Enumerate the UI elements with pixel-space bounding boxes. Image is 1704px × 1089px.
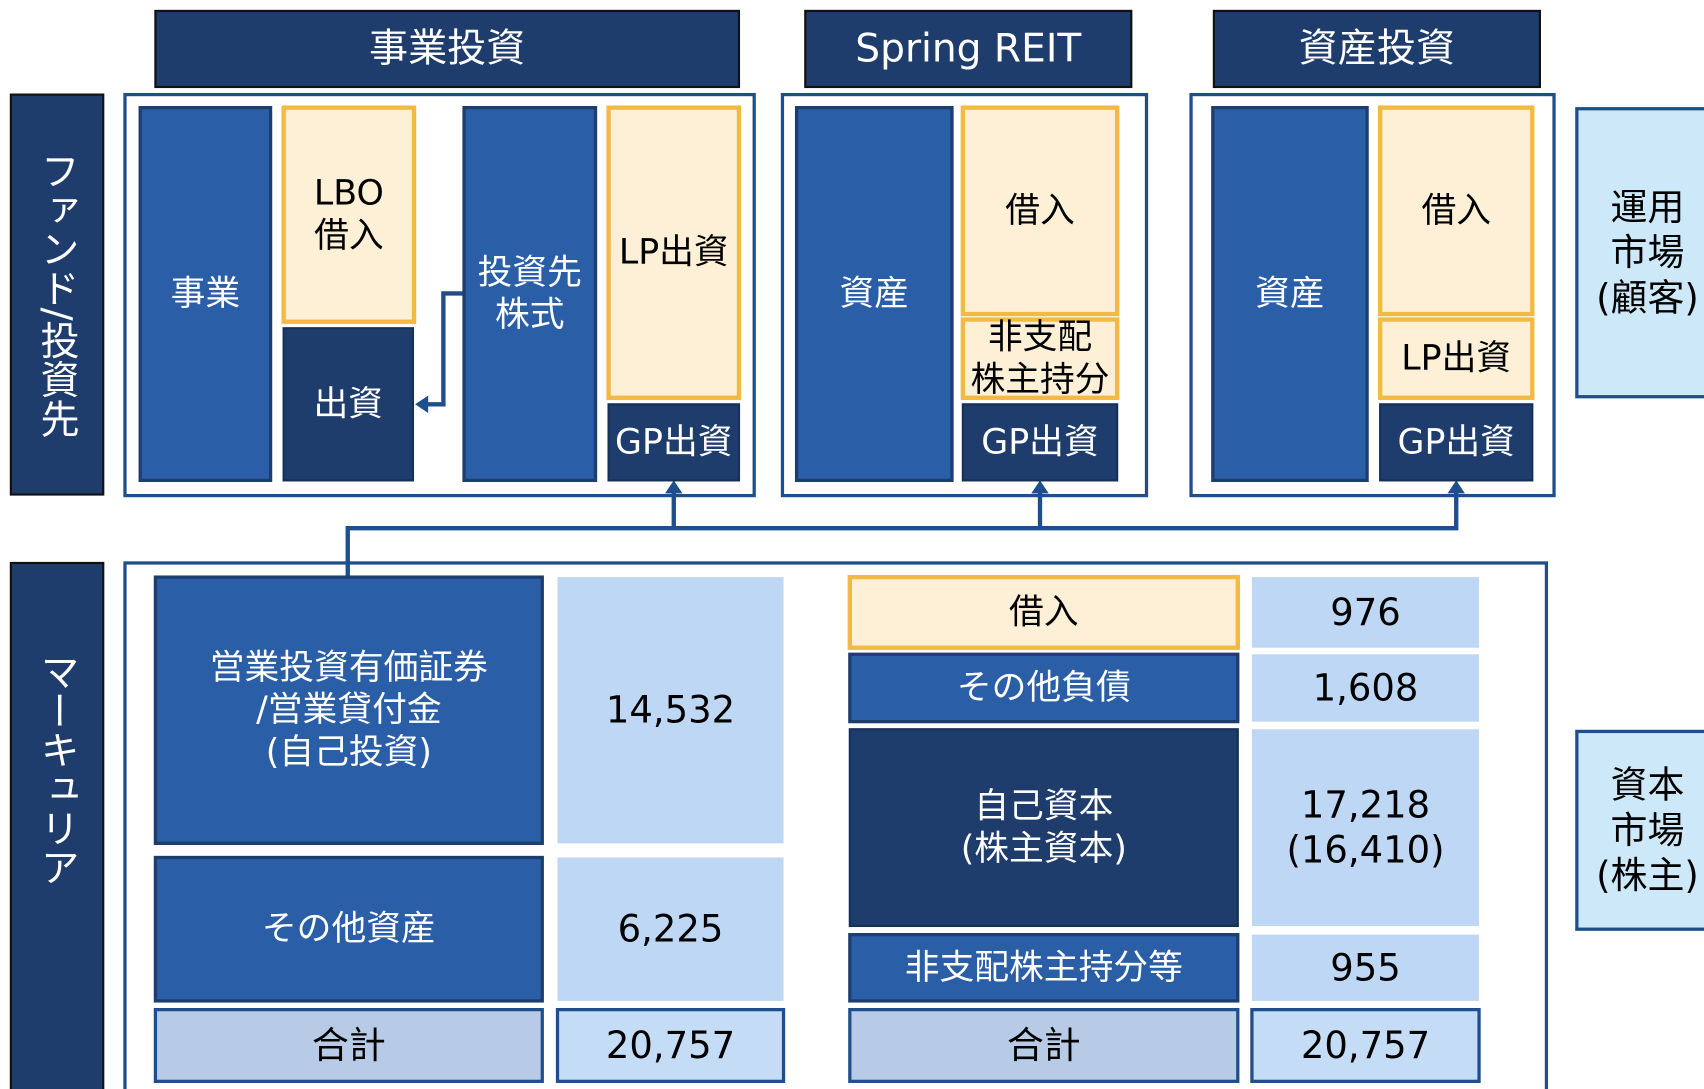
fund-item: LBO xyxy=(314,173,384,213)
fund-item-box xyxy=(607,403,741,482)
bs-label-box xyxy=(848,652,1240,724)
header: 事業投資 xyxy=(369,26,525,71)
fund-frame xyxy=(123,92,756,498)
bs-label: 借入 xyxy=(1009,592,1079,632)
fund-item: 事業 xyxy=(171,274,241,314)
bs-label-box xyxy=(848,728,1239,928)
bs-value: 955 xyxy=(1330,946,1401,989)
bs-value-box xyxy=(1251,729,1480,926)
side-label-box xyxy=(9,561,105,1089)
market-label: (顧客) xyxy=(1596,276,1699,319)
header: 資産投資 xyxy=(1299,26,1455,71)
fund-item-box xyxy=(1377,317,1535,400)
fund-item-box xyxy=(1379,403,1534,482)
bs-label-box xyxy=(153,575,544,845)
bs-label: その他資産 xyxy=(262,909,436,949)
fund-item: 借入 xyxy=(1421,191,1491,231)
bs-value-box xyxy=(1251,577,1480,648)
fund-item: GP出資 xyxy=(1398,422,1515,462)
bs-value-box xyxy=(557,577,784,844)
fund-frame xyxy=(1189,92,1556,498)
side-label: マーキュリア xyxy=(34,652,79,887)
bs-label-box xyxy=(847,574,1240,650)
bs-label-box xyxy=(848,933,1240,1003)
fund-item-box xyxy=(960,105,1120,317)
market-label: 市場 xyxy=(1611,809,1685,852)
bs-total-label: 合計 xyxy=(1007,1024,1081,1067)
fund-item: 資産 xyxy=(840,274,910,314)
fund-item: 資産 xyxy=(1255,274,1325,314)
bs-total-value-box xyxy=(1250,1007,1481,1083)
bs-total-value-box xyxy=(555,1007,786,1083)
fund-item-box xyxy=(281,105,417,324)
bs-total-label-box xyxy=(153,1007,544,1083)
bs-value: 14,532 xyxy=(606,689,735,732)
fund-item-box xyxy=(794,106,954,483)
fund-item-box xyxy=(282,327,415,482)
header-box xyxy=(804,9,1133,89)
header-box xyxy=(1212,9,1541,89)
fund-item: 株式 xyxy=(495,295,565,335)
fund-item: GP出資 xyxy=(981,422,1098,462)
fund-item: LP出資 xyxy=(1401,339,1511,379)
market-label: 市場 xyxy=(1611,231,1685,274)
fund-item-box xyxy=(462,106,598,483)
side-label: ファンド/投資先 xyxy=(34,151,79,438)
bs-label: (株主資本) xyxy=(961,829,1127,869)
market-label-box xyxy=(1575,729,1704,931)
market-label: 資本 xyxy=(1611,764,1685,807)
market-label: 運用 xyxy=(1611,186,1685,229)
market-label-box xyxy=(1575,107,1704,399)
fund-frame xyxy=(780,92,1149,498)
connectors xyxy=(345,291,1459,577)
fund-item: 投資先 xyxy=(478,253,582,293)
fund-item: GP出資 xyxy=(615,422,732,462)
fund-item: LP出資 xyxy=(619,233,729,273)
bs-label-box xyxy=(153,855,544,1003)
bs-total-value: 20,757 xyxy=(606,1024,735,1067)
bs-label: (自己投資) xyxy=(266,733,432,773)
bs-value: 17,218 xyxy=(1301,784,1430,827)
fund-item: 借入 xyxy=(1005,191,1075,231)
bs-label: その他負債 xyxy=(957,668,1131,708)
fund-item: 非支配 xyxy=(988,317,1092,357)
market-label: (株主) xyxy=(1596,854,1699,897)
fund-item-box xyxy=(960,317,1120,400)
bs-label: 非支配株主持分等 xyxy=(905,948,1183,988)
bs-value: 6,225 xyxy=(618,908,724,951)
fund-item-box xyxy=(1377,105,1535,317)
header: Spring REIT xyxy=(855,26,1081,71)
bs-label: 営業投資有価証券 xyxy=(210,648,488,688)
fund-item-box xyxy=(606,105,742,400)
arrowheads xyxy=(415,395,1465,494)
bs-total-label: 合計 xyxy=(312,1024,386,1067)
side-label-box xyxy=(9,93,105,496)
mercuria-frame xyxy=(123,561,1549,1089)
bs-value-box xyxy=(557,857,784,1001)
bs-total-value: 20,757 xyxy=(1301,1024,1430,1067)
bs-label: 自己資本 xyxy=(974,786,1113,826)
header-box xyxy=(154,9,741,89)
bs-value-box xyxy=(1251,934,1480,1001)
fund-item: 株主持分 xyxy=(970,360,1109,400)
fund-item-box xyxy=(961,403,1119,482)
fund-item-box xyxy=(138,106,273,483)
fund-item: 出資 xyxy=(314,384,384,424)
bs-value-box xyxy=(1251,654,1480,722)
bs-value: (16,410) xyxy=(1286,829,1444,872)
bs-value: 1,608 xyxy=(1313,666,1419,709)
bs-value: 976 xyxy=(1330,591,1401,634)
bs-total-label-box xyxy=(848,1007,1240,1083)
fund-item: 借入 xyxy=(314,216,384,256)
fund-item-box xyxy=(1211,106,1369,483)
bs-label: /営業貸付金 xyxy=(256,690,442,730)
